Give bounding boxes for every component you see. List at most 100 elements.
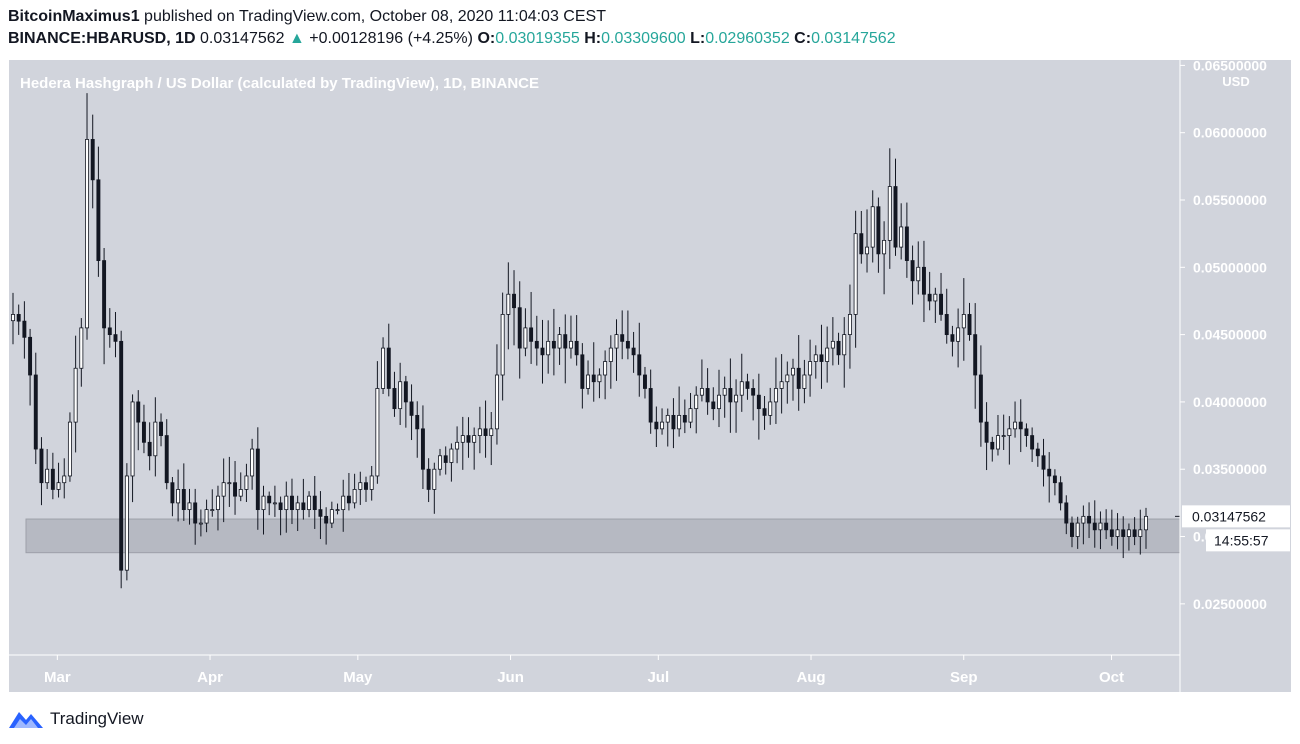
candle-body bbox=[1024, 428, 1029, 436]
candle-body bbox=[882, 239, 887, 255]
candle-body bbox=[364, 482, 368, 490]
candle-body bbox=[85, 139, 89, 329]
low-label: L: bbox=[690, 30, 706, 47]
candle-body bbox=[711, 401, 716, 410]
candle-body bbox=[517, 307, 522, 349]
candle-body bbox=[176, 489, 181, 504]
candle-body bbox=[472, 435, 477, 443]
publish-line: BitcoinMaximus1 published on TradingView… bbox=[8, 6, 896, 28]
candle-body bbox=[722, 388, 727, 396]
candle-body bbox=[568, 340, 573, 349]
candle-body bbox=[119, 340, 124, 571]
candle-body bbox=[751, 388, 756, 396]
close-label: C: bbox=[794, 30, 812, 47]
candle-body bbox=[944, 314, 949, 336]
candle-body bbox=[1052, 475, 1057, 484]
candle-body bbox=[358, 482, 363, 490]
candle-body bbox=[130, 401, 135, 477]
candle-body bbox=[961, 314, 966, 329]
candle-body bbox=[141, 421, 146, 443]
candle-body bbox=[477, 428, 482, 436]
candle-body bbox=[79, 327, 84, 369]
candle-body bbox=[819, 354, 824, 362]
author-name[interactable]: BitcoinMaximus1 bbox=[8, 8, 140, 25]
last-price-marker: 0.03147562 14:55:57 bbox=[1175, 505, 1290, 552]
candle-body bbox=[785, 374, 790, 383]
candle-body bbox=[580, 354, 585, 389]
candle-body bbox=[102, 260, 107, 329]
price-tick-label: 0.03500000 bbox=[1193, 461, 1267, 477]
candle-body bbox=[466, 435, 471, 443]
candle-body bbox=[523, 327, 528, 349]
time-tick-label: Jul bbox=[647, 669, 669, 686]
candle-body bbox=[1030, 435, 1035, 450]
candle-body bbox=[386, 347, 391, 389]
candle-body bbox=[1132, 529, 1137, 537]
candle-body bbox=[392, 388, 397, 410]
candle-body bbox=[1087, 515, 1092, 524]
brand-name: TradingView bbox=[50, 709, 144, 728]
candle-body bbox=[591, 374, 596, 383]
candle-body bbox=[255, 448, 260, 511]
candle-body bbox=[699, 388, 704, 396]
candle-body bbox=[153, 421, 158, 457]
candle-body bbox=[1041, 455, 1046, 470]
candle-body bbox=[1138, 529, 1143, 537]
candle-body bbox=[352, 489, 357, 504]
publish-info: published on TradingView.com, October 08… bbox=[144, 8, 606, 25]
candle-body bbox=[551, 340, 556, 349]
candle-body bbox=[540, 347, 545, 356]
candle-body bbox=[791, 367, 795, 376]
candle-body bbox=[745, 381, 750, 389]
time-tick-label: Apr bbox=[197, 669, 223, 686]
candle-body bbox=[307, 495, 312, 511]
candle-body bbox=[96, 179, 101, 261]
candle-body bbox=[238, 489, 243, 497]
candle-body bbox=[494, 374, 499, 430]
candle-body bbox=[261, 495, 266, 511]
time-axis: Mar Apr May Jun Jul Aug Sep Oct bbox=[44, 655, 1124, 686]
candle-body bbox=[409, 401, 414, 416]
candle-body bbox=[910, 260, 915, 282]
candle-body bbox=[927, 293, 932, 302]
candle-body bbox=[865, 246, 869, 255]
candle-body bbox=[398, 381, 403, 410]
candle-body bbox=[1126, 529, 1131, 537]
candle-body bbox=[825, 347, 830, 362]
chart-title: Hedera Hashgraph / US Dollar (calculated… bbox=[20, 75, 539, 92]
candle-body bbox=[329, 509, 334, 524]
candle-body bbox=[671, 414, 676, 430]
candle-body bbox=[990, 441, 995, 450]
time-tick-label: Mar bbox=[44, 669, 71, 686]
candle-body bbox=[500, 314, 505, 376]
candle-body bbox=[227, 482, 232, 485]
candle-body bbox=[1081, 515, 1086, 524]
price-tick-label: 0.06500000 bbox=[1193, 57, 1267, 73]
candle-body bbox=[614, 334, 619, 349]
candle-body bbox=[859, 233, 864, 255]
candle-body bbox=[221, 482, 226, 497]
candle-body bbox=[215, 495, 220, 511]
candle-body bbox=[164, 435, 169, 484]
price-axis-background bbox=[1180, 60, 1291, 692]
candle-body bbox=[557, 334, 562, 349]
candle-body bbox=[967, 314, 972, 336]
price-tick-label: 0.05000000 bbox=[1193, 259, 1267, 275]
candle-body bbox=[830, 340, 835, 349]
candle-body bbox=[796, 367, 801, 389]
candle-body bbox=[50, 468, 55, 490]
candle-body bbox=[295, 502, 300, 511]
tradingview-brand[interactable]: TradingView bbox=[8, 708, 144, 730]
candle-body bbox=[597, 374, 602, 383]
candle-body bbox=[893, 186, 898, 248]
candle-body bbox=[836, 340, 841, 356]
candle-body bbox=[107, 327, 112, 336]
candle-body bbox=[1115, 529, 1120, 537]
candle-body bbox=[346, 495, 351, 504]
candle-body bbox=[45, 468, 50, 484]
candle-body bbox=[853, 233, 858, 315]
candle-body bbox=[284, 495, 289, 511]
candle-body bbox=[1070, 522, 1074, 537]
countdown-box bbox=[1206, 529, 1290, 552]
